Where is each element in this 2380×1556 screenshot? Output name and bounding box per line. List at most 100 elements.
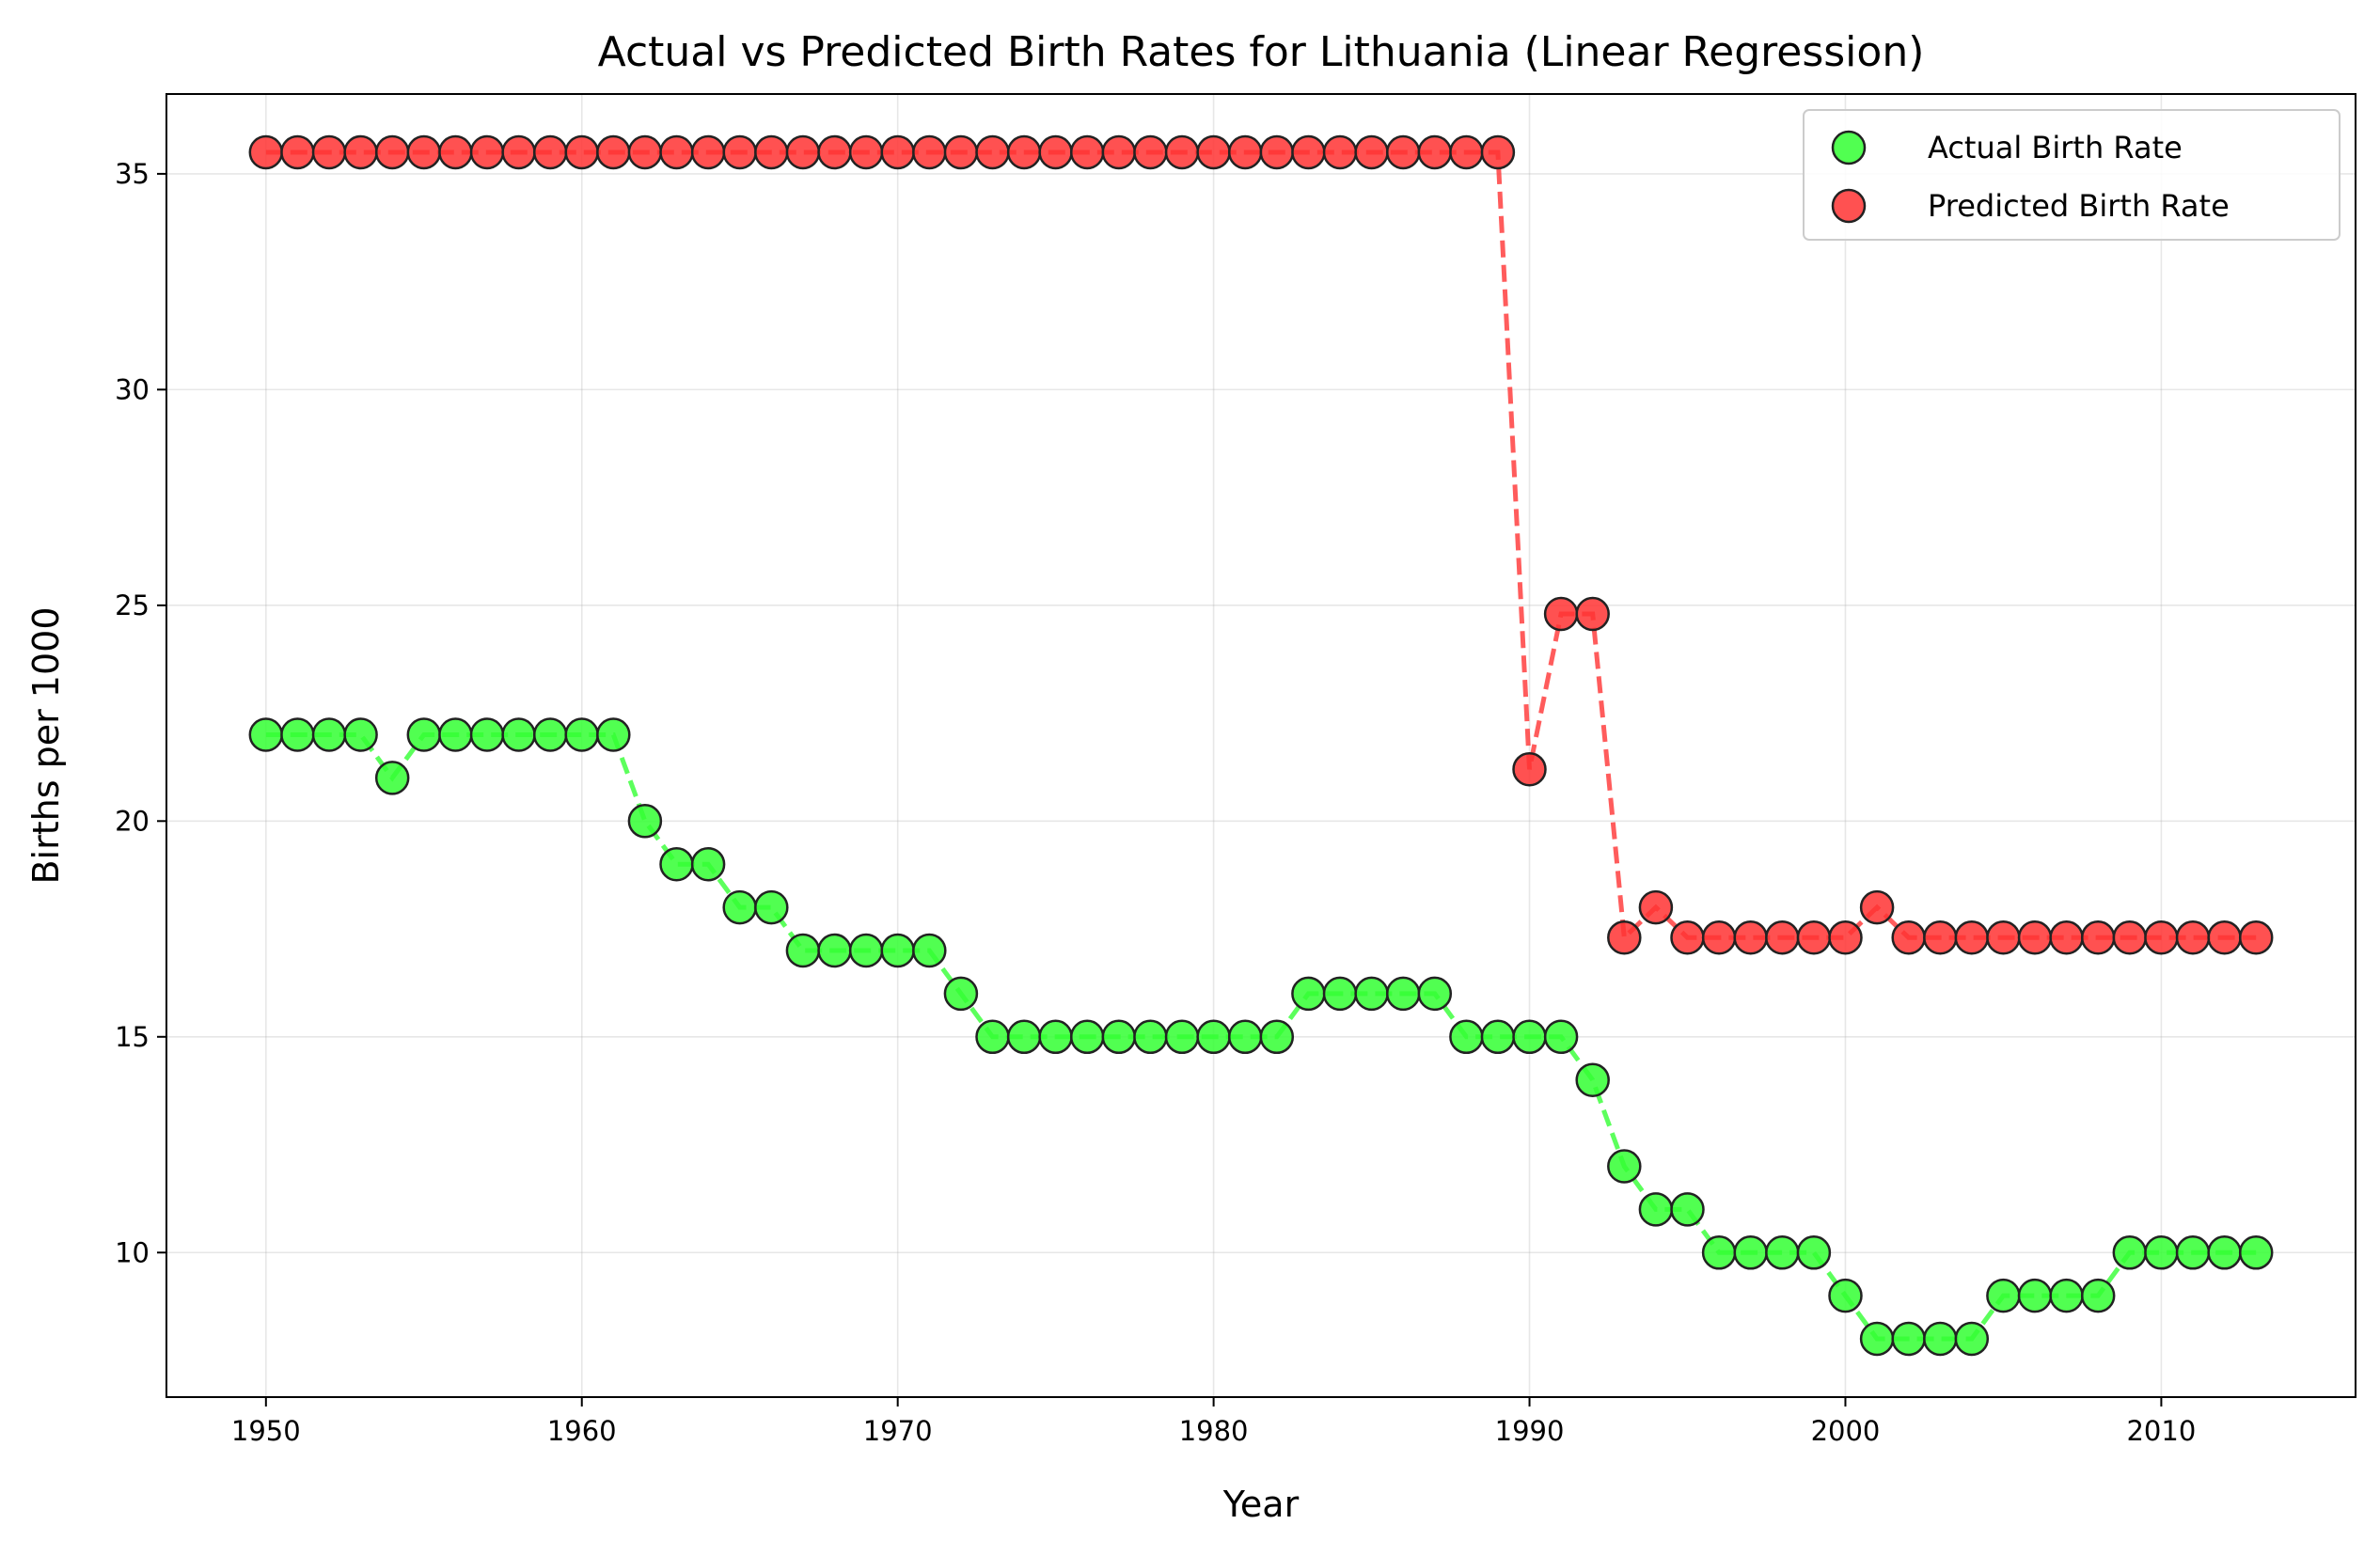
- data-point: [848, 933, 884, 968]
- data-point: [2080, 1278, 2116, 1313]
- data-point: [1575, 596, 1610, 632]
- data-point: [1322, 976, 1358, 1012]
- data-point: [2017, 1278, 2053, 1313]
- data-point: [1733, 1235, 1768, 1270]
- data-point: [1291, 134, 1326, 170]
- data-point: [596, 134, 631, 170]
- data-point: [1796, 1235, 1832, 1270]
- data-point: [1164, 1019, 1200, 1055]
- data-point: [469, 134, 505, 170]
- data-point: [343, 134, 378, 170]
- data-point: [1417, 134, 1453, 170]
- data-point: [374, 134, 410, 170]
- data-point: [1986, 1278, 2021, 1313]
- legend-label: Predicted Birth Rate: [1928, 188, 2230, 224]
- y-tick-label: 25: [115, 589, 150, 621]
- data-point: [2049, 919, 2084, 955]
- data-point: [659, 846, 694, 882]
- legend-marker: [1831, 130, 1867, 165]
- data-point: [1038, 1019, 1073, 1055]
- data-point: [1701, 919, 1737, 955]
- data-point: [1891, 1321, 1926, 1357]
- data-point: [754, 134, 789, 170]
- data-point: [627, 134, 663, 170]
- data-point: [1828, 1278, 1863, 1313]
- data-point: [1227, 134, 1263, 170]
- data-point: [343, 717, 378, 752]
- data-point: [1575, 1062, 1610, 1097]
- data-point: [248, 134, 284, 170]
- data-point: [912, 134, 947, 170]
- data-point: [1354, 976, 1389, 1012]
- data-point: [1069, 1019, 1105, 1055]
- y-axis-label: Births per 1000: [25, 606, 67, 884]
- data-point: [1923, 1321, 1958, 1357]
- data-point: [1986, 919, 2021, 955]
- y-tick-label: 15: [115, 1021, 150, 1053]
- data-point: [1733, 919, 1768, 955]
- data-point: [532, 134, 568, 170]
- data-point: [1291, 976, 1326, 1012]
- legend-box: [1803, 109, 2341, 241]
- data-point: [2207, 919, 2242, 955]
- y-tick-label: 20: [115, 805, 150, 837]
- legend-marker: [1831, 188, 1867, 224]
- data-point: [1259, 134, 1295, 170]
- x-axis-label: Year: [1222, 1484, 1300, 1525]
- data-point: [1133, 134, 1168, 170]
- data-point: [785, 933, 821, 968]
- data-point: [1670, 919, 1705, 955]
- data-point: [501, 134, 536, 170]
- data-point: [880, 134, 915, 170]
- data-point: [975, 1019, 1010, 1055]
- data-point: [1164, 134, 1200, 170]
- data-point: [1512, 1019, 1547, 1055]
- data-point: [406, 717, 442, 752]
- data-point: [2112, 1235, 2148, 1270]
- data-point: [1006, 134, 1042, 170]
- legend-label: Actual Birth Rate: [1928, 130, 2183, 165]
- data-point: [311, 717, 347, 752]
- data-point: [1670, 1192, 1705, 1227]
- data-point: [1101, 134, 1137, 170]
- data-point: [975, 134, 1010, 170]
- data-point: [1069, 134, 1105, 170]
- data-point: [311, 134, 347, 170]
- data-point: [1101, 1019, 1137, 1055]
- data-point: [564, 134, 599, 170]
- data-point: [596, 717, 631, 752]
- data-point: [469, 717, 505, 752]
- data-point: [1638, 1192, 1674, 1227]
- data-point: [627, 804, 663, 839]
- data-point: [501, 717, 536, 752]
- series-predicted: [248, 134, 2274, 955]
- series-layer: [248, 134, 2274, 1357]
- data-point: [1196, 134, 1231, 170]
- data-point: [1385, 976, 1421, 1012]
- data-point: [2049, 1278, 2084, 1313]
- data-point: [943, 976, 979, 1012]
- y-axis-ticks: 10 15 20 25 30 35: [115, 158, 166, 1268]
- data-point: [2175, 919, 2211, 955]
- data-point: [1512, 751, 1547, 787]
- x-tick-label: 1990: [1495, 1415, 1565, 1447]
- x-tick-label: 1960: [547, 1415, 617, 1447]
- data-point: [2238, 919, 2274, 955]
- data-point: [1227, 1019, 1263, 1055]
- data-point: [848, 134, 884, 170]
- x-tick-label: 1950: [231, 1415, 301, 1447]
- data-point: [280, 717, 315, 752]
- data-point: [722, 889, 757, 925]
- data-point: [1385, 134, 1421, 170]
- x-tick-label: 2000: [1811, 1415, 1881, 1447]
- series-line: [265, 149, 2257, 943]
- data-point: [2238, 1235, 2274, 1270]
- data-point: [754, 889, 789, 925]
- data-point: [1449, 134, 1484, 170]
- chart-title: Actual vs Predicted Birth Rates for Lith…: [598, 28, 1925, 76]
- data-point: [1607, 919, 1642, 955]
- data-point: [785, 134, 821, 170]
- data-point: [1765, 919, 1800, 955]
- data-point: [817, 134, 852, 170]
